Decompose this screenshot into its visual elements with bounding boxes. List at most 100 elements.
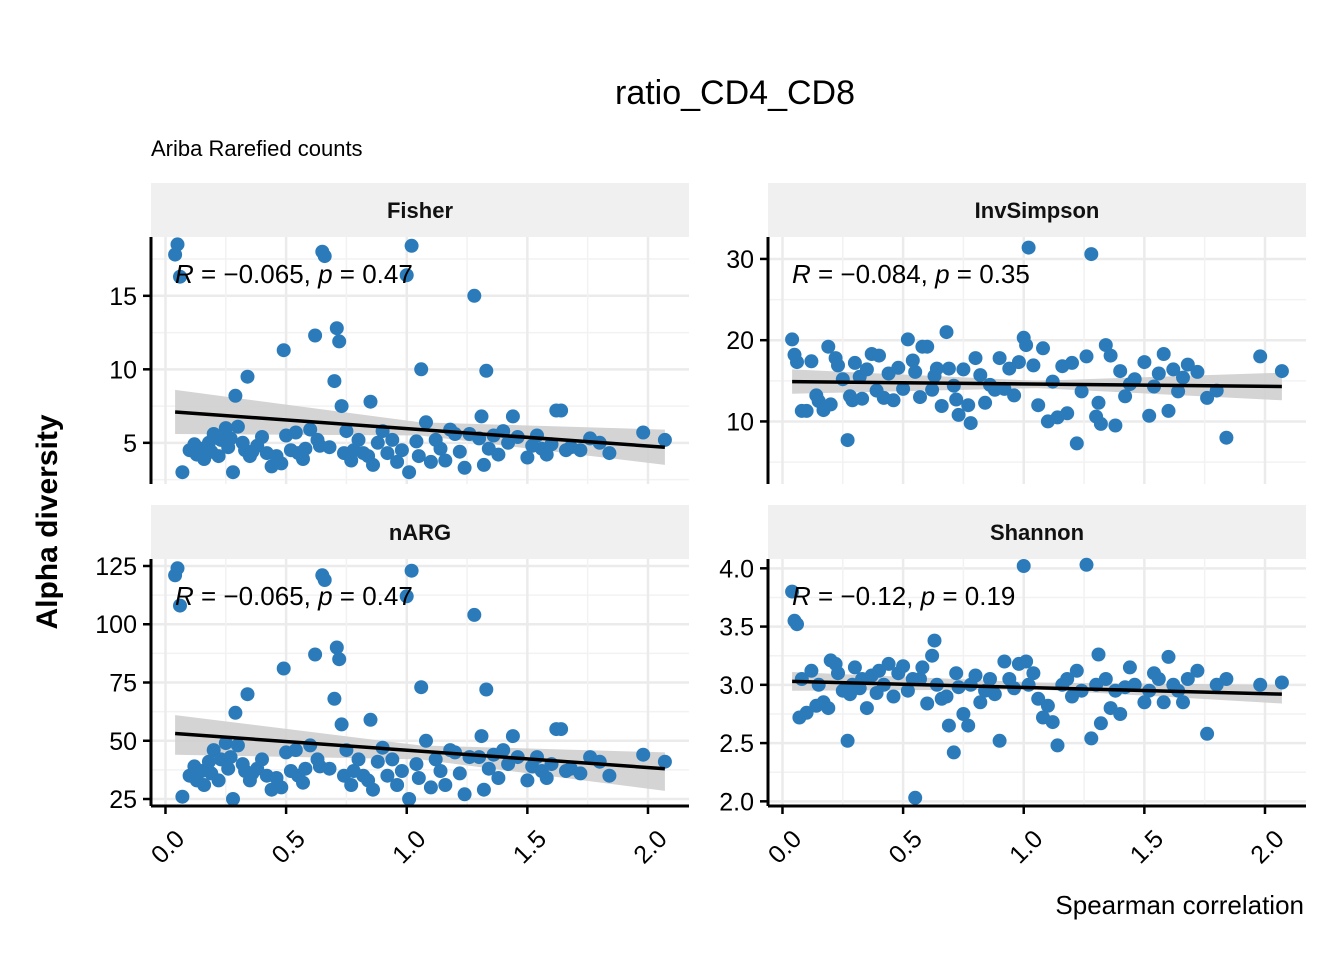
- data-point: [1040, 698, 1055, 713]
- data-point: [170, 561, 185, 576]
- data-point: [1016, 559, 1031, 573]
- data-point: [467, 288, 482, 303]
- data-point: [1011, 355, 1026, 370]
- stat-annotation: R = −0.084, p = 0.35: [792, 259, 1030, 289]
- data-point: [428, 752, 443, 767]
- data-point: [363, 394, 378, 409]
- facet-strip: [768, 505, 1306, 559]
- data-point: [255, 752, 269, 767]
- y-axis-label: Alpha diversity: [31, 414, 64, 629]
- data-point: [394, 443, 409, 458]
- data-point: [1151, 672, 1166, 686]
- data-point: [1060, 672, 1075, 686]
- facet-shannon: Shannon R = −0.12, p = 0.19 2.0 2.5 3.0 3.5 4.…: [719, 505, 1306, 869]
- y-tick-label: 2.5: [719, 730, 754, 758]
- data-point: [370, 754, 385, 769]
- data-point: [1190, 663, 1205, 678]
- data-point: [951, 407, 966, 422]
- chart-title: ratio_CD4_CD8: [615, 74, 855, 112]
- data-point: [223, 431, 238, 446]
- x-tick-label: 2.0: [628, 825, 672, 869]
- data-point: [308, 647, 323, 662]
- data-point: [479, 363, 494, 378]
- y-tick-label: 25: [109, 786, 137, 814]
- data-point: [298, 441, 313, 456]
- data-point: [939, 325, 954, 340]
- data-point: [1091, 647, 1106, 662]
- data-point: [1084, 247, 1099, 262]
- data-point: [317, 249, 332, 264]
- data-point: [859, 701, 874, 716]
- regression-line: [174, 410, 666, 449]
- data-point: [1200, 726, 1215, 741]
- data-point: [1161, 649, 1176, 664]
- data-point: [905, 353, 920, 368]
- data-point: [385, 432, 400, 447]
- data-point: [790, 617, 804, 632]
- data-point: [385, 752, 400, 767]
- data-point: [1060, 406, 1075, 421]
- data-point: [404, 238, 419, 253]
- data-point: [419, 415, 433, 430]
- data-point: [1142, 408, 1157, 423]
- data-point: [390, 454, 405, 469]
- data-point: [474, 409, 489, 424]
- data-point: [840, 433, 855, 448]
- data-point: [414, 680, 429, 695]
- data-point: [1065, 355, 1079, 370]
- data-point: [1019, 654, 1034, 669]
- data-point: [334, 717, 349, 732]
- data-point: [913, 390, 927, 405]
- data-point: [240, 369, 255, 384]
- data-point: [1161, 403, 1176, 418]
- data-point: [327, 691, 342, 706]
- data-point: [404, 563, 419, 578]
- data-point: [636, 747, 651, 762]
- stat-annotation-part: = −0.065,: [194, 259, 318, 289]
- data-point: [1171, 384, 1186, 399]
- data-point: [438, 453, 453, 468]
- data-point: [226, 465, 240, 480]
- data-point: [949, 666, 964, 681]
- y-tick-label: 15: [109, 283, 137, 311]
- data-point: [1108, 418, 1123, 433]
- x-tick-label: 0.5: [883, 825, 927, 869]
- data-point: [366, 457, 380, 472]
- data-point: [1176, 370, 1190, 385]
- facet-strip: [768, 183, 1306, 237]
- y-tick-label: 50: [109, 728, 137, 756]
- data-point: [339, 424, 354, 439]
- data-point: [811, 677, 826, 692]
- facet-strip-label: InvSimpson: [975, 198, 1100, 223]
- data-point: [891, 360, 906, 375]
- data-point: [1219, 672, 1234, 686]
- facet-strip: [151, 505, 689, 559]
- stat-annotation-part: p: [920, 581, 935, 611]
- x-tick-label: 1.5: [1125, 825, 1169, 869]
- data-point: [1069, 663, 1084, 678]
- data-point: [1093, 716, 1108, 731]
- data-point: [452, 444, 467, 459]
- data-point: [409, 757, 424, 772]
- data-point: [835, 372, 850, 387]
- y-tick-label: 2.0: [719, 788, 754, 816]
- data-point: [1021, 240, 1036, 255]
- data-point: [380, 768, 395, 783]
- data-point: [211, 773, 226, 788]
- data-point: [366, 782, 380, 797]
- data-point: [411, 449, 426, 464]
- facet-panels: Fisher R = −0.065, p = 0.47 5 10 15 InvSimpso…: [95, 183, 1306, 869]
- data-point: [1127, 677, 1142, 692]
- data-point: [657, 432, 672, 447]
- data-point: [1253, 349, 1268, 364]
- stat-annotation-part: = −0.084,: [811, 259, 935, 289]
- data-point: [303, 738, 318, 753]
- x-tick-label: 1.0: [1004, 825, 1048, 869]
- stat-annotation-part: R: [792, 259, 811, 289]
- x-tick-label: 1.5: [508, 825, 552, 869]
- stat-annotation-part: = 0.47: [333, 259, 413, 289]
- data-point: [602, 446, 617, 461]
- data-point: [255, 430, 269, 444]
- data-point: [491, 771, 506, 785]
- data-point: [1122, 660, 1137, 675]
